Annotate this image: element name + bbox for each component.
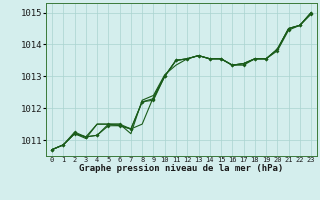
X-axis label: Graphe pression niveau de la mer (hPa): Graphe pression niveau de la mer (hPa) [79, 164, 284, 173]
